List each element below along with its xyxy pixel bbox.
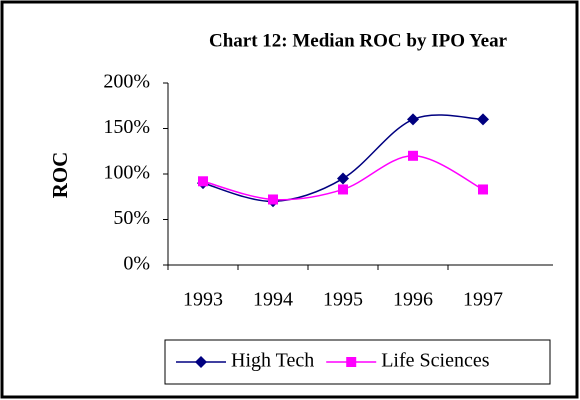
marker-square <box>198 176 208 187</box>
marker-square <box>478 184 488 195</box>
x-tick-label: 1995 <box>323 289 363 311</box>
marker-diamond <box>337 172 349 185</box>
x-tick-label: 1994 <box>253 289 293 311</box>
marker-diamond <box>407 113 419 126</box>
y-tick-label: 100% <box>103 162 150 184</box>
x-tick-label: 1997 <box>463 289 503 311</box>
y-tick-label: 0% <box>123 253 150 275</box>
legend-label: Life Sciences <box>381 350 489 372</box>
marker-square <box>346 357 357 367</box>
marker-square <box>408 150 418 161</box>
y-tick-label: 200% <box>103 71 150 93</box>
y-tick-label: 50% <box>113 207 150 229</box>
x-tick-label: 1993 <box>183 289 223 311</box>
marker-diamond <box>477 113 489 126</box>
marker-square <box>268 194 278 205</box>
y-tick-label: 150% <box>103 116 150 138</box>
chart-title: Chart 12: Median ROC by IPO Year <box>209 30 508 51</box>
y-axis-label: ROC <box>48 152 72 199</box>
marker-square <box>338 184 348 195</box>
legend-label: High Tech <box>231 350 314 372</box>
marker-diamond <box>195 356 207 368</box>
x-tick-label: 1996 <box>393 289 433 311</box>
